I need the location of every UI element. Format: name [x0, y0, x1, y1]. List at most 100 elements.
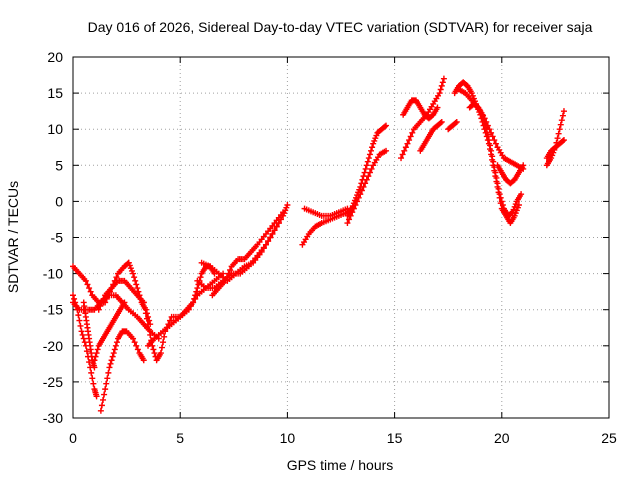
- data-point-marker: [398, 155, 405, 162]
- data-point-marker: [346, 216, 353, 223]
- data-point-marker: [87, 288, 94, 295]
- data-point-marker: [520, 162, 527, 169]
- series-track-07: [91, 299, 128, 364]
- data-point-marker: [368, 147, 375, 154]
- data-point-marker: [82, 277, 89, 284]
- data-point-marker: [101, 391, 108, 398]
- data-point-marker: [347, 212, 354, 219]
- series-track-27: [543, 137, 567, 162]
- series-track-05: [97, 328, 147, 414]
- data-point-marker: [93, 350, 100, 357]
- data-point-marker: [453, 118, 460, 125]
- data-point-marker: [97, 303, 104, 310]
- data-point-marker: [95, 306, 102, 313]
- data-point-marker: [487, 142, 494, 149]
- data-point-marker: [484, 131, 491, 138]
- data-point-marker: [223, 274, 230, 281]
- x-tick-label: 25: [601, 430, 617, 446]
- data-point-marker: [509, 209, 516, 216]
- data-point-marker: [364, 158, 371, 165]
- data-point-marker: [187, 303, 194, 310]
- data-point-marker: [371, 137, 378, 144]
- chart-title: Day 016 of 2026, Sidereal Day-to-day VTE…: [88, 19, 593, 35]
- data-point-marker: [125, 259, 132, 266]
- series-track-21: [445, 118, 460, 133]
- data-point-marker: [496, 191, 503, 198]
- series-line: [197, 204, 288, 289]
- data-point-marker: [362, 165, 369, 172]
- data-point-marker: [126, 262, 133, 269]
- data-point-marker: [511, 203, 518, 210]
- data-point-marker: [560, 137, 567, 144]
- data-point-marker: [94, 346, 101, 353]
- data-point-marker: [84, 281, 91, 288]
- data-point-marker: [75, 312, 82, 319]
- data-point-marker: [508, 210, 515, 217]
- y-tick-labels: -30 -25 -20 -15 -10 -5 0 5 10 15 20: [43, 49, 63, 426]
- series-track-08: [95, 277, 147, 313]
- data-point-marker: [98, 402, 105, 409]
- data-point-marker: [167, 317, 174, 324]
- data-point-marker: [383, 122, 390, 129]
- data-point-marker: [352, 202, 359, 209]
- data-point-marker: [399, 151, 406, 158]
- data-point-marker: [271, 227, 278, 234]
- series-track-09: [140, 263, 218, 364]
- data-point-marker: [157, 350, 164, 357]
- data-point-marker: [91, 357, 98, 364]
- data-point-marker: [145, 321, 152, 328]
- series-track-24: [455, 86, 527, 172]
- data-point-marker: [103, 380, 110, 387]
- data-point-marker: [100, 295, 107, 302]
- y-tick-label: 0: [55, 193, 63, 209]
- data-point-marker: [363, 176, 370, 183]
- series-line: [100, 330, 145, 411]
- series-track-17: [344, 147, 390, 227]
- data-point-marker: [80, 335, 87, 342]
- data-point-marker: [515, 202, 522, 209]
- data-point-marker: [361, 169, 368, 176]
- plot-frame: [72, 56, 610, 419]
- series-track-14: [299, 205, 355, 248]
- y-tick-label: -20: [43, 338, 63, 354]
- data-point-marker: [90, 380, 97, 387]
- series-track-25: [494, 162, 527, 187]
- data-point-marker: [354, 198, 361, 205]
- data-point-marker: [262, 241, 269, 248]
- data-point-marker: [227, 266, 234, 273]
- data-point-marker: [490, 158, 497, 165]
- y-tick-label: -30: [43, 410, 63, 426]
- y-tick-label: 15: [47, 85, 63, 101]
- data-point-marker: [489, 133, 496, 140]
- data-point-marker: [258, 248, 265, 255]
- data-point-marker: [554, 135, 561, 142]
- data-point-marker: [140, 357, 147, 364]
- data-point-marker: [497, 194, 504, 201]
- data-point-marker: [106, 364, 113, 371]
- data-point-marker: [402, 144, 409, 151]
- data-point-marker: [190, 299, 197, 306]
- data-point-marker: [557, 121, 564, 128]
- y-tick-label: -5: [51, 230, 64, 246]
- data-point-marker: [558, 117, 565, 124]
- data-point-marker: [91, 364, 98, 371]
- data-point-marker: [110, 350, 117, 357]
- data-point-marker: [88, 369, 95, 376]
- data-point-marker: [556, 126, 563, 133]
- data-point-marker: [89, 375, 96, 382]
- y-tick-label: 5: [55, 157, 63, 173]
- data-point-marker: [349, 209, 356, 216]
- data-point-marker: [483, 118, 490, 125]
- data-point-marker: [121, 299, 128, 306]
- data-point-marker: [185, 306, 192, 313]
- data-point-marker: [146, 326, 153, 333]
- data-point-marker: [127, 265, 134, 272]
- data-point-marker: [363, 162, 370, 169]
- data-point-marker: [492, 140, 499, 147]
- data-point-marker: [132, 277, 139, 284]
- data-point-marker: [280, 209, 287, 216]
- data-point-marker: [437, 119, 444, 126]
- series-track-15: [301, 205, 351, 219]
- data-point-marker: [76, 317, 83, 324]
- data-point-marker: [98, 299, 105, 306]
